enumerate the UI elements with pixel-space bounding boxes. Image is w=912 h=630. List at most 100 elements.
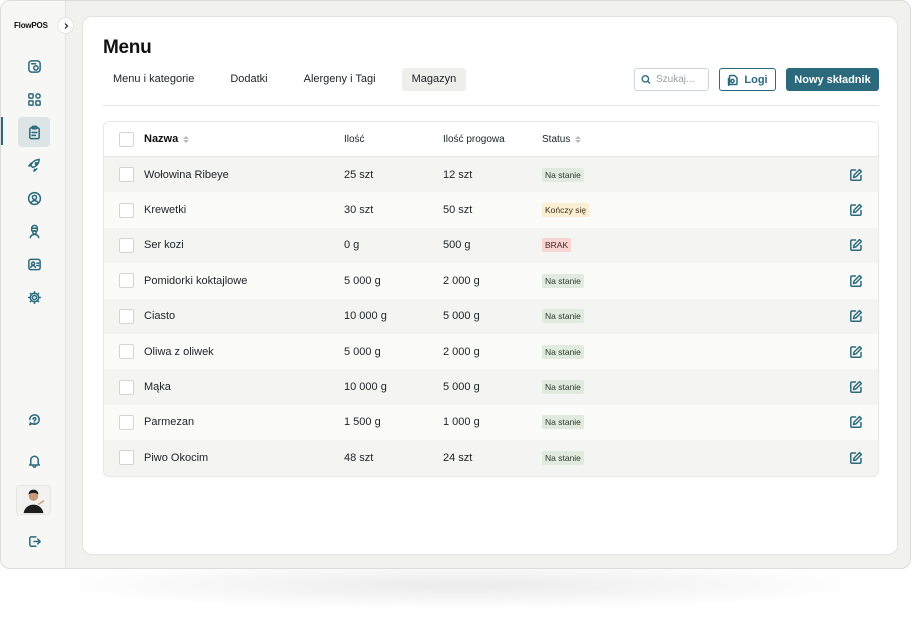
- column-header-name[interactable]: Nazwa: [144, 133, 190, 145]
- table-row: Parmezan 1 500 g 1 000 g Na stanie: [104, 404, 878, 441]
- ingredient-name: Mąka: [144, 381, 171, 394]
- header-divider: [103, 105, 879, 106]
- row-checkbox[interactable]: [119, 273, 134, 289]
- rocket-icon: [27, 158, 40, 172]
- logs-button[interactable]: Logi: [719, 68, 776, 91]
- sidebar-item-notifications[interactable]: [18, 445, 50, 475]
- ingredient-threshold: 5 000 g: [443, 310, 480, 323]
- sidebar-item-staff[interactable]: [18, 216, 50, 246]
- ingredient-qty: 25 szt: [344, 168, 374, 181]
- chef-icon: [29, 224, 39, 238]
- table-row: Wołowina Ribeye 25 szt 12 szt Na stanie: [104, 157, 878, 193]
- search-input[interactable]: [656, 74, 708, 85]
- ingredient-name: Ser kozi: [144, 239, 184, 252]
- edit-icon: [850, 168, 863, 181]
- support-icon: [28, 413, 40, 425]
- chevron-right-icon: [64, 22, 68, 29]
- user-avatar[interactable]: [16, 485, 51, 515]
- search-icon: [641, 74, 651, 84]
- ingredient-name: Parmezan: [144, 416, 195, 429]
- ingredient-qty: 5 000 g: [344, 345, 381, 358]
- tab-inventory[interactable]: Magazyn: [401, 68, 467, 91]
- sidebar-item-dashboard[interactable]: [18, 84, 50, 114]
- status-badge: Na stanie: [542, 380, 584, 395]
- ingredient-qty: 48 szt: [344, 451, 374, 464]
- table-row: Ser kozi 0 g 500 g BRAK: [104, 227, 878, 264]
- logs-button-label: Logi: [744, 73, 768, 86]
- status-badge: Na stanie: [542, 344, 584, 359]
- search-box[interactable]: [634, 68, 709, 91]
- edit-button[interactable]: [848, 273, 864, 289]
- edit-icon: [850, 416, 863, 429]
- row-checkbox[interactable]: [119, 237, 134, 253]
- ingredient-name: Krewetki: [144, 204, 187, 217]
- grid-icon: [27, 92, 41, 106]
- sidebar-item-logout[interactable]: [18, 526, 50, 556]
- sidebar-item-settings[interactable]: [18, 282, 50, 312]
- logout-icon: [28, 535, 41, 547]
- ingredient-name: Piwo Okocim: [144, 451, 209, 464]
- ingredient-qty: 30 szt: [344, 204, 374, 217]
- tab-allergens-tags[interactable]: Alergeny i Tagi: [303, 73, 376, 85]
- edit-button[interactable]: [848, 379, 864, 395]
- ingredient-qty: 10 000 g: [344, 310, 387, 323]
- row-checkbox[interactable]: [119, 379, 134, 395]
- edit-button[interactable]: [848, 167, 864, 183]
- row-checkbox[interactable]: [119, 414, 134, 430]
- ingredient-threshold: 50 szt: [443, 204, 473, 217]
- ingredient-qty: 1 500 g: [344, 416, 381, 429]
- edit-button[interactable]: [848, 237, 864, 253]
- main-card: Menu Menu i kategorie Dodatki Alergeny i…: [82, 16, 898, 555]
- select-all-checkbox[interactable]: [119, 131, 134, 147]
- ingredient-qty: 10 000 g: [344, 381, 387, 394]
- sidebar-item-menu[interactable]: [18, 117, 50, 147]
- sort-icon: [183, 135, 190, 143]
- ingredient-threshold: 2 000 g: [443, 274, 480, 287]
- edit-icon: [850, 310, 863, 323]
- table-row: Pomidorki koktajlowe 5 000 g 2 000 g Na sta…: [104, 263, 878, 299]
- table-row: Ciasto 10 000 g 5 000 g Na stanie: [104, 298, 878, 334]
- table-row: Krewetki 30 szt 50 szt Kończy się: [104, 192, 878, 228]
- edit-icon: [850, 239, 863, 252]
- edit-button[interactable]: [848, 344, 864, 360]
- orders-icon: [27, 59, 41, 73]
- status-badge: Na stanie: [542, 167, 584, 182]
- inventory-table: Nazwa Ilość Ilość progowa Status Wołowin…: [103, 121, 879, 477]
- ingredient-threshold: 2 000 g: [443, 345, 480, 358]
- row-checkbox[interactable]: [119, 167, 134, 183]
- edit-icon: [850, 451, 863, 464]
- tab-menu-categories[interactable]: Menu i kategorie: [113, 73, 195, 85]
- sidebar-collapse-button[interactable]: [57, 17, 74, 34]
- column-header-status[interactable]: Status: [542, 134, 582, 145]
- tab-addons[interactable]: Dodatki: [230, 73, 268, 85]
- ingredient-qty: 0 g: [344, 239, 360, 252]
- sidebar-item-customers[interactable]: [18, 183, 50, 213]
- edit-button[interactable]: [848, 414, 864, 430]
- edit-button[interactable]: [848, 202, 864, 218]
- new-ingredient-button[interactable]: Nowy składnik: [786, 68, 879, 91]
- row-checkbox[interactable]: [119, 308, 134, 324]
- row-checkbox[interactable]: [119, 344, 134, 360]
- sidebar-item-orders[interactable]: [18, 51, 50, 81]
- user-circle-icon: [27, 191, 41, 205]
- ingredient-threshold: 500 g: [443, 239, 471, 252]
- edit-icon: [850, 274, 863, 287]
- sidebar-item-contacts[interactable]: [18, 249, 50, 279]
- sidebar-item-promotions[interactable]: [18, 150, 50, 180]
- row-checkbox[interactable]: [119, 202, 134, 218]
- active-indicator: [1, 117, 3, 145]
- row-checkbox[interactable]: [119, 450, 134, 466]
- app-logo: FlowPOS: [14, 21, 48, 30]
- sidebar-item-support[interactable]: [18, 405, 50, 435]
- status-badge: Na stanie: [542, 273, 584, 288]
- ingredient-qty: 5 000 g: [344, 274, 381, 287]
- edit-button[interactable]: [848, 450, 864, 466]
- table-body: Wołowina Ribeye 25 szt 12 szt Na stanie Krew…: [104, 157, 878, 476]
- app-window: FlowPOS: [0, 0, 911, 569]
- column-header-qty: Ilość: [344, 133, 365, 145]
- edit-button[interactable]: [848, 308, 864, 324]
- table-row: Oliwa z oliwek 5 000 g 2 000 g Na stanie: [104, 333, 878, 370]
- tab-bar: Menu i kategorie Dodatki Alergeny i Tagi…: [103, 68, 467, 91]
- edit-icon: [850, 380, 863, 393]
- status-badge: BRAK: [542, 238, 572, 253]
